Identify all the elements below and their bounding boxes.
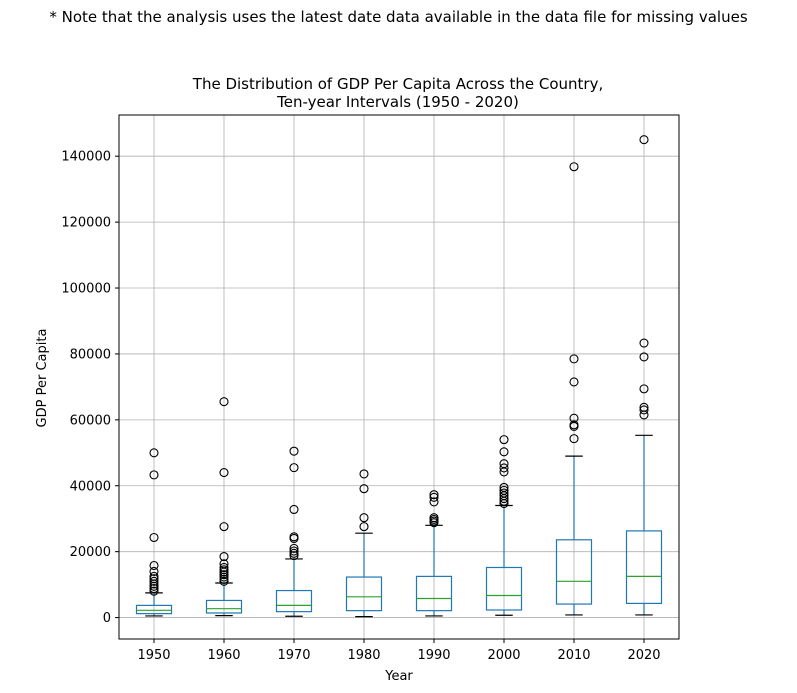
x-tick-label: 1950 bbox=[137, 648, 170, 663]
outlier-point bbox=[219, 397, 229, 407]
outlier-point bbox=[499, 482, 509, 492]
iqr-box bbox=[205, 599, 243, 614]
y-tick-label: 80000 bbox=[70, 347, 111, 362]
box-group bbox=[135, 448, 173, 617]
chart-title-line-1: The Distribution of GDP Per Capita Acros… bbox=[192, 75, 603, 93]
iqr-box bbox=[485, 566, 523, 611]
outlier-point bbox=[289, 543, 299, 553]
x-tick-label: 2020 bbox=[627, 648, 660, 663]
outlier-point bbox=[569, 434, 579, 444]
outlier-point bbox=[569, 162, 579, 172]
outlier-point bbox=[569, 413, 579, 423]
x-tick-label: 1990 bbox=[417, 648, 450, 663]
iqr-box bbox=[555, 539, 593, 605]
y-axis-label: GDP Per Capita bbox=[35, 329, 50, 428]
x-tick-label: 1960 bbox=[207, 648, 240, 663]
box-group bbox=[555, 162, 593, 616]
outlier-point bbox=[219, 570, 229, 580]
outlier-point bbox=[149, 571, 159, 581]
box-group bbox=[275, 446, 313, 617]
outlier-point bbox=[149, 576, 159, 586]
x-tick-label: 1970 bbox=[277, 648, 310, 663]
y-tick-label: 0 bbox=[103, 611, 111, 626]
box-group bbox=[625, 135, 663, 616]
outlier-point bbox=[149, 566, 159, 576]
outlier-point bbox=[359, 484, 369, 494]
outlier-point bbox=[639, 352, 649, 362]
outlier-point bbox=[219, 559, 229, 569]
outlier-point bbox=[149, 448, 159, 458]
outlier-point bbox=[149, 470, 159, 480]
outlier-point bbox=[639, 405, 649, 415]
outlier-point bbox=[429, 497, 439, 507]
outlier-point bbox=[219, 552, 229, 562]
outlier-point bbox=[219, 574, 229, 584]
iqr-box bbox=[625, 530, 663, 605]
outlier-point bbox=[499, 447, 509, 457]
outlier-point bbox=[359, 469, 369, 479]
outlier-point bbox=[499, 488, 509, 498]
grid-layer bbox=[119, 115, 679, 639]
outlier-point bbox=[149, 584, 159, 594]
iqr-box bbox=[415, 575, 453, 612]
outlier-point bbox=[289, 532, 299, 542]
x-tick-label: 2000 bbox=[487, 648, 520, 663]
outlier-point bbox=[289, 446, 299, 456]
outlier-point bbox=[499, 485, 509, 495]
x-tick-label: 2010 bbox=[557, 648, 590, 663]
box-group bbox=[415, 490, 453, 617]
box-group bbox=[205, 397, 243, 617]
outlier-point bbox=[289, 551, 299, 561]
outlier-point bbox=[639, 135, 649, 145]
x-tick-label: 1980 bbox=[347, 648, 380, 663]
outlier-point bbox=[289, 546, 299, 556]
outlier-point bbox=[569, 377, 579, 387]
outlier-point bbox=[639, 338, 649, 348]
iqr-box bbox=[345, 576, 383, 612]
outlier-point bbox=[149, 586, 159, 596]
outlier-point bbox=[499, 463, 509, 473]
footnote-text: * Note that the analysis uses the latest… bbox=[49, 8, 748, 26]
outlier-point bbox=[429, 492, 439, 502]
outlier-point bbox=[219, 565, 229, 575]
outlier-point bbox=[219, 562, 229, 573]
axis-layer: 0 20000 40000 60000 80000 100000 120000 140000 1… bbox=[61, 114, 680, 663]
box-layer bbox=[135, 135, 663, 618]
outlier-point bbox=[149, 532, 159, 543]
outlier-point bbox=[569, 354, 579, 364]
outlier-point bbox=[219, 572, 229, 582]
outlier-point bbox=[359, 513, 369, 523]
box-group bbox=[485, 435, 523, 616]
outlier-point bbox=[289, 548, 299, 558]
y-tick-label: 60000 bbox=[70, 413, 111, 428]
box-group bbox=[345, 469, 383, 618]
y-tick-label: 120000 bbox=[61, 216, 111, 231]
plot-frame bbox=[118, 114, 680, 640]
y-tick-label: 100000 bbox=[61, 282, 111, 297]
outlier-point bbox=[499, 459, 509, 469]
outlier-point bbox=[639, 402, 649, 412]
outlier-point bbox=[149, 560, 159, 571]
y-tick-label: 20000 bbox=[70, 545, 111, 560]
y-tick-label: 140000 bbox=[61, 150, 111, 165]
outlier-point bbox=[639, 384, 649, 394]
outlier-point bbox=[429, 513, 439, 523]
x-axis-label: Year bbox=[384, 669, 413, 684]
outlier-point bbox=[149, 574, 159, 584]
outlier-point bbox=[359, 522, 369, 532]
outlier-point bbox=[429, 490, 439, 500]
outlier-point bbox=[219, 522, 229, 532]
outlier-point bbox=[569, 420, 579, 430]
iqr-box bbox=[275, 589, 313, 613]
outlier-point bbox=[499, 435, 509, 445]
y-tick-label: 40000 bbox=[70, 479, 111, 494]
outlier-point bbox=[219, 468, 229, 478]
chart-title-line-2: Ten-year Intervals (1950 - 2020) bbox=[276, 93, 519, 111]
outlier-point bbox=[289, 504, 299, 515]
iqr-box bbox=[135, 604, 173, 615]
outlier-point bbox=[289, 463, 299, 473]
